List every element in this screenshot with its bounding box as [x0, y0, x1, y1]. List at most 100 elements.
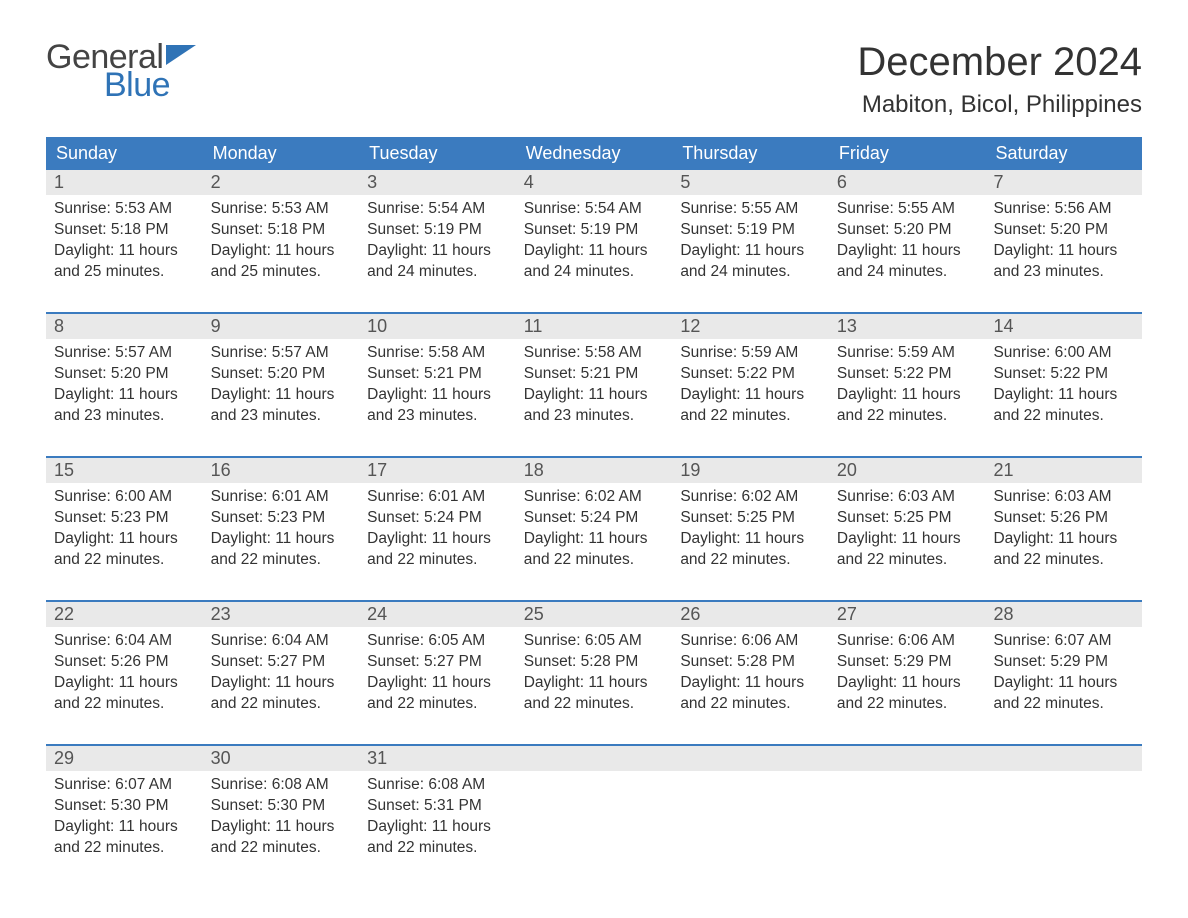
day-sunrise: Sunrise: 5:53 AM	[54, 199, 195, 220]
day-day1: Daylight: 11 hours	[211, 817, 352, 838]
day-sunset: Sunset: 5:20 PM	[837, 220, 978, 241]
day-day1: Daylight: 11 hours	[524, 673, 665, 694]
day-day2: and 22 minutes.	[993, 550, 1134, 571]
day-header: Saturday	[985, 137, 1142, 170]
day-number: 30	[203, 746, 360, 771]
day-info: Sunrise: 6:01 AMSunset: 5:23 PMDaylight:…	[203, 483, 360, 579]
day-day2: and 25 minutes.	[211, 262, 352, 283]
calendar-day-cell: 23Sunrise: 6:04 AMSunset: 5:27 PMDayligh…	[203, 602, 360, 730]
header: General Blue December 2024 Mabiton, Bico…	[46, 40, 1142, 119]
day-number: 16	[203, 458, 360, 483]
day-sunrise: Sunrise: 5:57 AM	[54, 343, 195, 364]
calendar-day-cell: 29Sunrise: 6:07 AMSunset: 5:30 PMDayligh…	[46, 746, 203, 874]
day-day2: and 22 minutes.	[54, 838, 195, 859]
day-sunset: Sunset: 5:24 PM	[367, 508, 508, 529]
day-number: 4	[516, 170, 673, 195]
day-day1: Daylight: 11 hours	[680, 673, 821, 694]
day-sunset: Sunset: 5:23 PM	[211, 508, 352, 529]
day-sunrise: Sunrise: 6:02 AM	[680, 487, 821, 508]
day-number: 14	[985, 314, 1142, 339]
day-day1: Daylight: 11 hours	[211, 385, 352, 406]
day-day2: and 22 minutes.	[837, 694, 978, 715]
day-sunrise: Sunrise: 6:03 AM	[837, 487, 978, 508]
day-header-row: Sunday Monday Tuesday Wednesday Thursday…	[46, 137, 1142, 170]
day-sunset: Sunset: 5:29 PM	[837, 652, 978, 673]
day-day2: and 22 minutes.	[54, 694, 195, 715]
day-sunset: Sunset: 5:21 PM	[524, 364, 665, 385]
day-day1: Daylight: 11 hours	[54, 241, 195, 262]
day-info: Sunrise: 5:57 AMSunset: 5:20 PMDaylight:…	[203, 339, 360, 435]
day-day1: Daylight: 11 hours	[993, 241, 1134, 262]
calendar-day-cell: 30Sunrise: 6:08 AMSunset: 5:30 PMDayligh…	[203, 746, 360, 874]
calendar-day-cell: 9Sunrise: 5:57 AMSunset: 5:20 PMDaylight…	[203, 314, 360, 442]
day-day2: and 24 minutes.	[837, 262, 978, 283]
day-sunset: Sunset: 5:19 PM	[524, 220, 665, 241]
day-number: 18	[516, 458, 673, 483]
day-info: Sunrise: 6:02 AMSunset: 5:24 PMDaylight:…	[516, 483, 673, 579]
calendar-day-cell: 5Sunrise: 5:55 AMSunset: 5:19 PMDaylight…	[672, 170, 829, 298]
day-day1: Daylight: 11 hours	[837, 241, 978, 262]
day-number: 23	[203, 602, 360, 627]
day-number: 31	[359, 746, 516, 771]
day-day2: and 23 minutes.	[993, 262, 1134, 283]
day-day2: and 22 minutes.	[993, 694, 1134, 715]
day-number: 1	[46, 170, 203, 195]
calendar-day-cell: 22Sunrise: 6:04 AMSunset: 5:26 PMDayligh…	[46, 602, 203, 730]
day-sunset: Sunset: 5:19 PM	[367, 220, 508, 241]
title-block: December 2024 Mabiton, Bicol, Philippine…	[857, 40, 1142, 119]
day-header: Tuesday	[359, 137, 516, 170]
day-info: Sunrise: 5:53 AMSunset: 5:18 PMDaylight:…	[46, 195, 203, 291]
day-info: Sunrise: 6:07 AMSunset: 5:30 PMDaylight:…	[46, 771, 203, 867]
day-day1: Daylight: 11 hours	[837, 529, 978, 550]
day-sunrise: Sunrise: 6:04 AM	[54, 631, 195, 652]
calendar-day-cell: 13Sunrise: 5:59 AMSunset: 5:22 PMDayligh…	[829, 314, 986, 442]
day-number: 12	[672, 314, 829, 339]
calendar-day-cell: 17Sunrise: 6:01 AMSunset: 5:24 PMDayligh…	[359, 458, 516, 586]
logo: General Blue	[46, 40, 196, 102]
day-info: Sunrise: 6:05 AMSunset: 5:27 PMDaylight:…	[359, 627, 516, 723]
day-sunset: Sunset: 5:18 PM	[54, 220, 195, 241]
day-day1: Daylight: 11 hours	[680, 385, 821, 406]
day-number: 21	[985, 458, 1142, 483]
calendar-day-cell: 4Sunrise: 5:54 AMSunset: 5:19 PMDaylight…	[516, 170, 673, 298]
day-sunrise: Sunrise: 5:57 AM	[211, 343, 352, 364]
day-number-empty	[672, 746, 829, 771]
day-sunset: Sunset: 5:20 PM	[54, 364, 195, 385]
day-day1: Daylight: 11 hours	[54, 817, 195, 838]
day-day1: Daylight: 11 hours	[54, 529, 195, 550]
day-day2: and 22 minutes.	[524, 550, 665, 571]
calendar-day-cell: 8Sunrise: 5:57 AMSunset: 5:20 PMDaylight…	[46, 314, 203, 442]
day-day2: and 22 minutes.	[367, 694, 508, 715]
day-info: Sunrise: 6:06 AMSunset: 5:28 PMDaylight:…	[672, 627, 829, 723]
day-sunset: Sunset: 5:20 PM	[993, 220, 1134, 241]
day-info: Sunrise: 5:59 AMSunset: 5:22 PMDaylight:…	[672, 339, 829, 435]
day-info: Sunrise: 5:54 AMSunset: 5:19 PMDaylight:…	[516, 195, 673, 291]
day-day2: and 22 minutes.	[680, 406, 821, 427]
day-header: Monday	[203, 137, 360, 170]
day-number: 11	[516, 314, 673, 339]
day-info: Sunrise: 5:55 AMSunset: 5:20 PMDaylight:…	[829, 195, 986, 291]
day-day2: and 24 minutes.	[367, 262, 508, 283]
day-sunset: Sunset: 5:25 PM	[680, 508, 821, 529]
day-day1: Daylight: 11 hours	[993, 385, 1134, 406]
day-sunrise: Sunrise: 6:07 AM	[54, 775, 195, 796]
day-day1: Daylight: 11 hours	[524, 241, 665, 262]
calendar-day-cell: 3Sunrise: 5:54 AMSunset: 5:19 PMDaylight…	[359, 170, 516, 298]
day-number: 15	[46, 458, 203, 483]
day-number: 22	[46, 602, 203, 627]
day-header: Friday	[829, 137, 986, 170]
day-sunrise: Sunrise: 5:59 AM	[680, 343, 821, 364]
day-day2: and 22 minutes.	[54, 550, 195, 571]
day-number: 28	[985, 602, 1142, 627]
calendar-day-cell: 31Sunrise: 6:08 AMSunset: 5:31 PMDayligh…	[359, 746, 516, 874]
calendar-day-cell: 26Sunrise: 6:06 AMSunset: 5:28 PMDayligh…	[672, 602, 829, 730]
day-number: 8	[46, 314, 203, 339]
day-sunset: Sunset: 5:20 PM	[211, 364, 352, 385]
day-day2: and 23 minutes.	[54, 406, 195, 427]
day-sunrise: Sunrise: 5:58 AM	[524, 343, 665, 364]
day-day2: and 24 minutes.	[680, 262, 821, 283]
day-day1: Daylight: 11 hours	[837, 673, 978, 694]
day-day2: and 22 minutes.	[680, 694, 821, 715]
day-day1: Daylight: 11 hours	[993, 529, 1134, 550]
day-info: Sunrise: 5:59 AMSunset: 5:22 PMDaylight:…	[829, 339, 986, 435]
